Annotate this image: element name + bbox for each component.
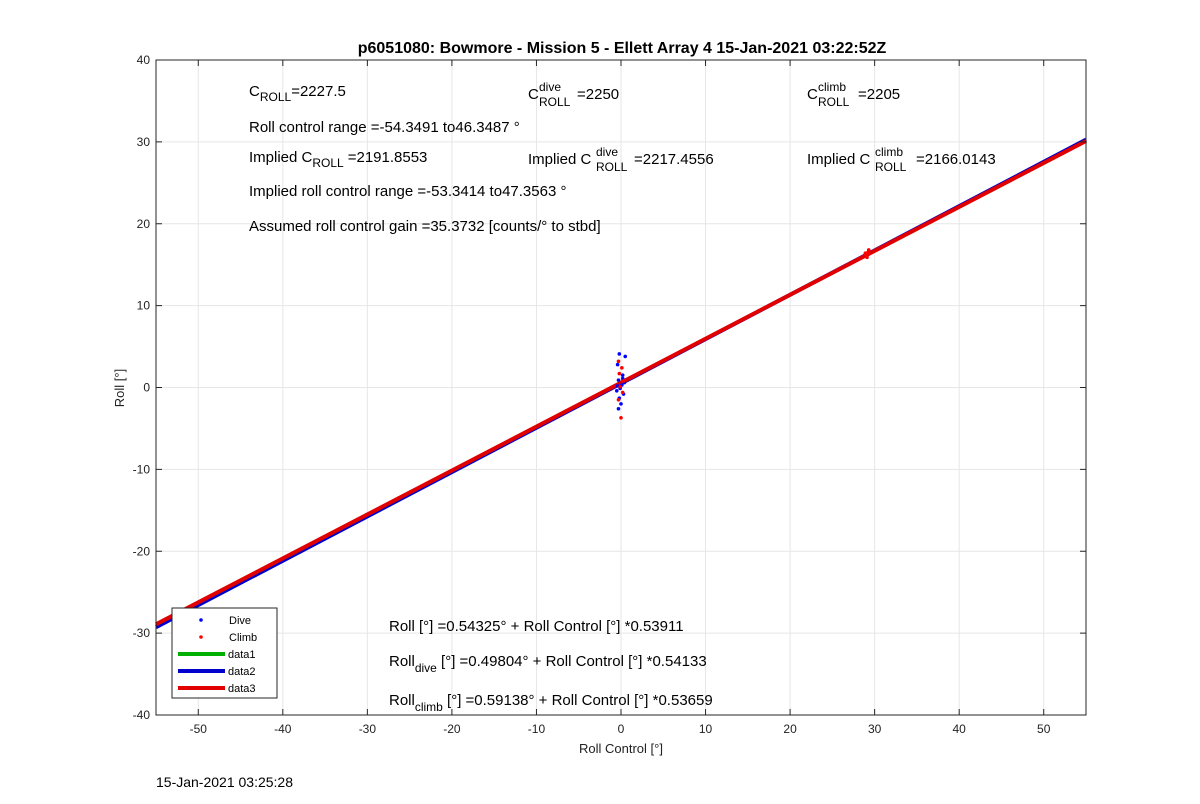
annotation-implied-c-dive-sub: ROLL [596, 160, 628, 174]
x-tick-label: -10 [528, 722, 546, 736]
x-tick-label: -30 [359, 722, 377, 736]
x-axis-label: Roll Control [°] [579, 741, 663, 756]
point-dive [617, 352, 622, 356]
y-tick-label: 20 [137, 217, 151, 231]
legend-label-data1: data1 [228, 649, 256, 661]
y-tick-label: -30 [133, 626, 151, 640]
annotation-implied-range: Implied roll control range =-53.3414 to4… [249, 183, 566, 200]
point-climb [618, 384, 622, 389]
point-climb [621, 379, 626, 383]
y-tick-label: -10 [133, 462, 151, 476]
annotation-c-climb-sup: climb [818, 80, 846, 94]
x-tick-label: -20 [443, 722, 461, 736]
fit-lines [155, 137, 1087, 629]
y-tick-label: 30 [137, 135, 151, 149]
x-tick-label: 40 [953, 722, 967, 736]
legend-label-climb: Climb [229, 632, 257, 644]
annotation-c-roll: CROLL=2227.5 [249, 83, 346, 104]
legend-label-data3: data3 [228, 683, 256, 695]
annotation-c-dive: C [528, 86, 539, 103]
point-dive [615, 362, 620, 367]
annotation-fit-all: Roll [°] =0.54325° + Roll Control [°] *0… [389, 618, 684, 635]
x-tick-label: 0 [618, 722, 625, 736]
annotation-implied-c-climb-value: =2166.0143 [916, 151, 996, 168]
annotation-c-dive-value: =2250 [577, 86, 619, 103]
annotation-c-climb: C [807, 86, 818, 103]
y-tick-label: 0 [143, 381, 150, 395]
point-climb [865, 255, 869, 260]
point-dive [623, 354, 628, 359]
point-climb [619, 415, 623, 420]
legend[interactable]: Dive Climb data1 data2 data3 [171, 607, 278, 699]
x-tick-label: 10 [699, 722, 713, 736]
x-tick-label: 30 [868, 722, 882, 736]
x-tick-label: 20 [783, 722, 797, 736]
annotation-c-climb-sub: ROLL [818, 95, 850, 109]
axis-ticks: -50 -40 -30 -20 -10 0 10 20 30 40 50 -40 -30 -20 -10 0 1… [133, 53, 1086, 736]
point-dive [616, 378, 621, 382]
annotation-fit-climb: Rollclimb [°] =0.59138° + Roll Control [… [389, 692, 713, 714]
annotation-implied-c-dive-sup: dive [596, 145, 618, 159]
legend-marker-dive [199, 618, 203, 622]
legend-label-data2: data2 [228, 666, 256, 678]
scatter-points [614, 248, 871, 420]
annotation-implied-c-climb-sub: ROLL [875, 160, 907, 174]
point-climb [866, 250, 870, 255]
annotation-implied-c-dive: Implied C [528, 151, 592, 168]
point-dive [614, 388, 619, 393]
chart-title: p6051080: Bowmore - Mission 5 - Ellett A… [358, 40, 887, 57]
annotation-roll-range: Roll control range =-54.3491 to46.3487 ° [249, 119, 520, 136]
print-timestamp: 15-Jan-2021 03:25:28 [156, 774, 293, 790]
x-tick-label: -40 [274, 722, 292, 736]
annotation-c-climb-value: =2205 [858, 86, 900, 103]
y-tick-label: -20 [133, 544, 151, 558]
point-dive [619, 402, 623, 406]
annotation-c-dive-sup: dive [539, 80, 561, 94]
x-tick-label: -50 [190, 722, 208, 736]
legend-label-dive: Dive [229, 615, 251, 627]
point-dive [616, 406, 621, 411]
point-climb [616, 397, 621, 402]
y-tick-label: -40 [133, 708, 151, 722]
fit-line-data3 [155, 139, 1087, 627]
point-dive [620, 373, 625, 378]
y-tick-label: 40 [137, 53, 151, 67]
annotation-c-dive-sub: ROLL [539, 95, 571, 109]
point-climb [620, 366, 624, 370]
annotation-implied-c-roll: Implied CROLL =2191.8553 [249, 149, 427, 170]
point-climb [620, 390, 625, 395]
y-axis-label: Roll [°] [112, 369, 127, 407]
y-tick-label: 10 [137, 299, 151, 313]
annotation-gain: Assumed roll control gain =35.3732 [coun… [249, 218, 601, 235]
x-tick-label: 50 [1037, 722, 1051, 736]
annotation-implied-c-dive-value: =2217.4556 [634, 151, 714, 168]
point-climb [616, 359, 621, 364]
legend-marker-climb [199, 635, 203, 639]
annotation-implied-c-climb-sup: climb [875, 145, 903, 159]
annotation-implied-c-climb: Implied C [807, 151, 871, 168]
point-climb [617, 371, 622, 376]
annotation-fit-dive: Rolldive [°] =0.49804° + Roll Control [°… [389, 653, 707, 675]
